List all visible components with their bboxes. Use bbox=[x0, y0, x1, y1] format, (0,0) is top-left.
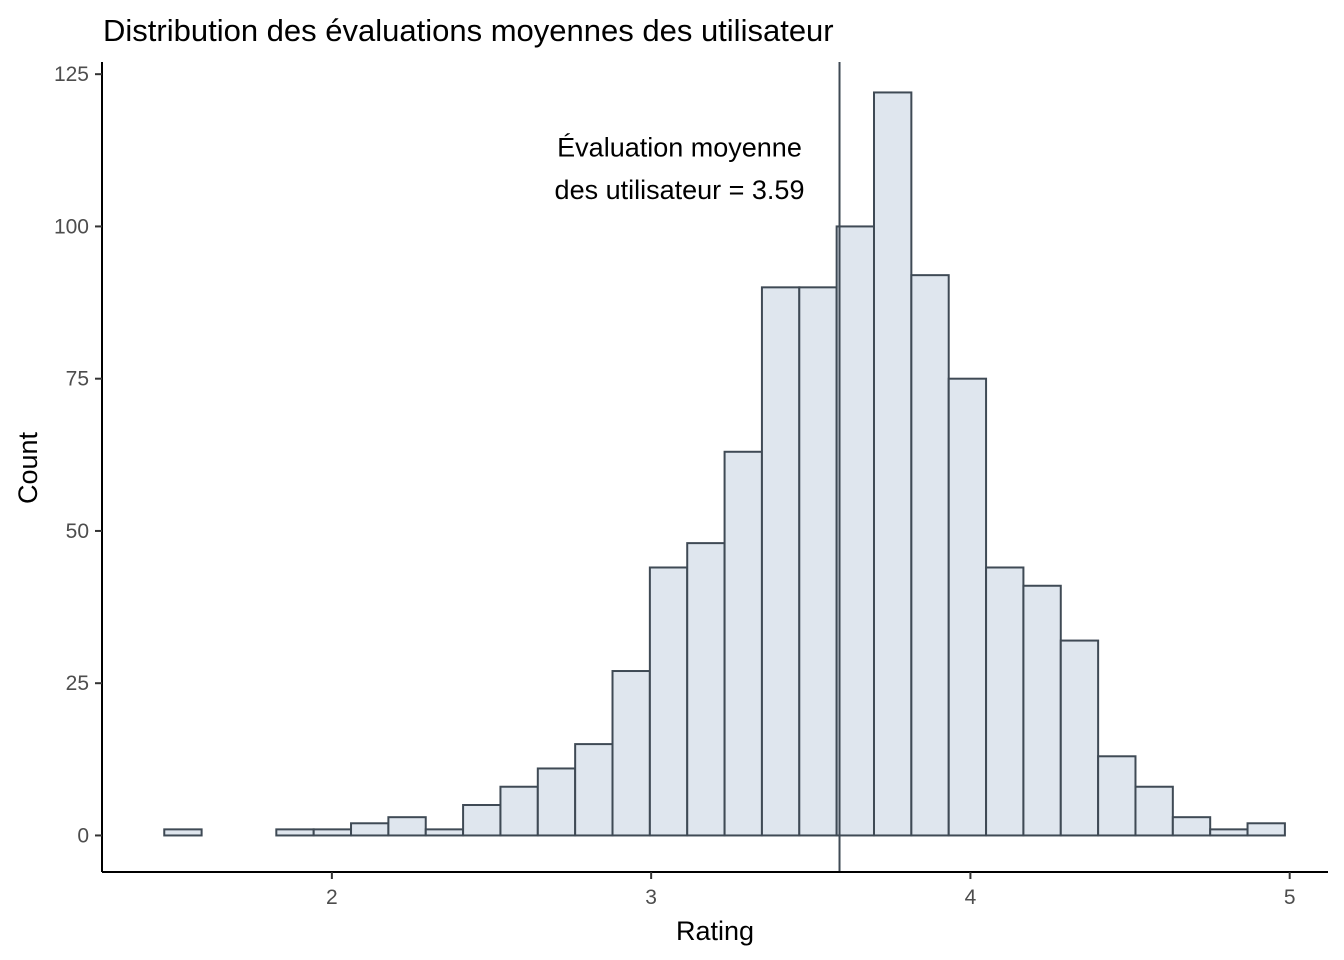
histogram-bar-8 bbox=[424, 828, 465, 837]
y-axis-ticks: 0 25 50 75 100 125 bbox=[54, 63, 102, 847]
histogram-bar-1 bbox=[163, 828, 203, 837]
histogram-bar-19 bbox=[835, 225, 875, 837]
histogram-bar-6 bbox=[350, 822, 390, 837]
histogram-bar-20 bbox=[872, 91, 913, 837]
y-axis-label: Count bbox=[13, 431, 43, 504]
x-tick-label-3: 3 bbox=[645, 886, 657, 909]
y-tick-label-25: 25 bbox=[66, 672, 89, 695]
histogram-bar-11 bbox=[536, 767, 577, 837]
histogram-bar-13 bbox=[611, 670, 651, 837]
histogram-bar-25 bbox=[1059, 639, 1100, 837]
histogram-bar-16 bbox=[723, 450, 763, 837]
mean-annotation-line-2: des utilisateur = 3.59 bbox=[555, 175, 805, 205]
y-tick-label-125: 125 bbox=[54, 63, 89, 86]
histogram-bar-21 bbox=[910, 274, 950, 837]
histogram-bar-23 bbox=[985, 566, 1025, 837]
histogram-bar-7 bbox=[387, 816, 427, 837]
y-tick-label-50: 50 bbox=[66, 520, 89, 543]
histogram-bar-10 bbox=[499, 785, 539, 837]
x-axis-ticks: 2 3 4 5 bbox=[326, 872, 1296, 909]
histogram-bar-12 bbox=[574, 743, 614, 837]
histogram-bar-15 bbox=[686, 542, 726, 837]
histogram-bar-26 bbox=[1097, 755, 1137, 837]
x-tick-label-5: 5 bbox=[1284, 886, 1296, 909]
histogram-bar-28 bbox=[1171, 816, 1212, 837]
histogram-bar-29 bbox=[1209, 828, 1249, 837]
x-tick-label-2: 2 bbox=[326, 886, 338, 909]
x-tick-label-4: 4 bbox=[965, 886, 977, 909]
histogram-bar-30 bbox=[1246, 822, 1286, 837]
mean-annotation-line-1: Évaluation moyenne bbox=[557, 132, 802, 162]
histogram-bars bbox=[163, 91, 1286, 837]
histogram-bar-9 bbox=[462, 804, 502, 837]
histogram-bar-22 bbox=[947, 377, 988, 837]
chart-title: Distribution des évaluations moyennes de… bbox=[103, 13, 834, 48]
histogram-bar-18 bbox=[798, 286, 838, 837]
histogram-bar-4 bbox=[275, 828, 315, 837]
y-tick-label-100: 100 bbox=[54, 215, 89, 238]
y-tick-label-75: 75 bbox=[66, 368, 89, 391]
histogram-bar-24 bbox=[1022, 584, 1062, 837]
histogram-bar-17 bbox=[760, 286, 801, 837]
histogram-bar-5 bbox=[312, 828, 353, 837]
histogram-bar-27 bbox=[1134, 785, 1174, 837]
histogram-bar-14 bbox=[648, 566, 689, 837]
x-axis-label: Rating bbox=[676, 916, 754, 946]
y-tick-label-0: 0 bbox=[77, 824, 89, 847]
